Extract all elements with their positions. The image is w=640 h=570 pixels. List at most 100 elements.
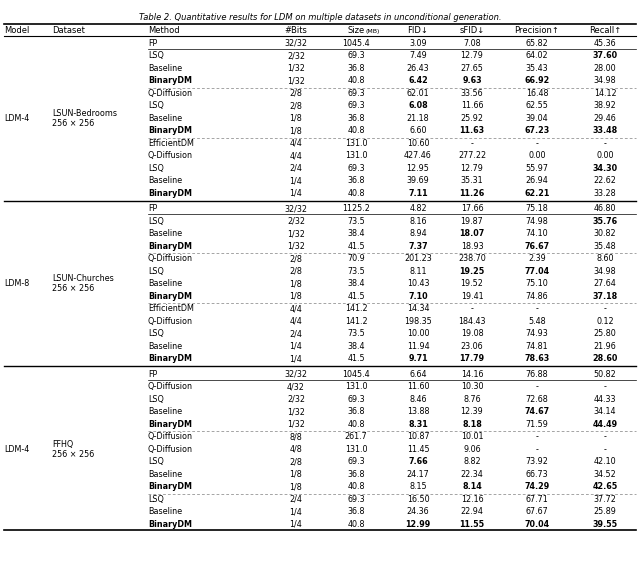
Text: -: - bbox=[604, 139, 607, 148]
Text: 12.99: 12.99 bbox=[405, 520, 431, 529]
Text: 69.3: 69.3 bbox=[347, 395, 365, 404]
Text: 34.98: 34.98 bbox=[594, 267, 616, 276]
Text: 16.48: 16.48 bbox=[525, 89, 548, 97]
Text: Q-Diffusion: Q-Diffusion bbox=[148, 254, 193, 263]
Text: 74.98: 74.98 bbox=[525, 217, 548, 226]
Text: 4/4: 4/4 bbox=[290, 151, 302, 160]
Text: -: - bbox=[536, 445, 538, 454]
Text: BinaryDM: BinaryDM bbox=[148, 292, 192, 301]
Text: Q-Diffusion: Q-Diffusion bbox=[148, 317, 193, 325]
Text: 2/8: 2/8 bbox=[289, 89, 303, 97]
Text: 44.49: 44.49 bbox=[593, 420, 618, 429]
Text: 7.10: 7.10 bbox=[408, 292, 428, 301]
Text: 74.67: 74.67 bbox=[524, 407, 550, 416]
Text: 2/8: 2/8 bbox=[289, 254, 303, 263]
Text: BinaryDM: BinaryDM bbox=[148, 520, 192, 529]
Text: 1125.2: 1125.2 bbox=[342, 204, 370, 213]
Text: 1/4: 1/4 bbox=[290, 189, 302, 198]
Text: 67.67: 67.67 bbox=[525, 507, 548, 516]
Text: 1045.4: 1045.4 bbox=[342, 370, 370, 378]
Text: -: - bbox=[470, 139, 474, 148]
Text: 22.94: 22.94 bbox=[461, 507, 483, 516]
Text: FID↓: FID↓ bbox=[408, 26, 428, 35]
Text: 8.16: 8.16 bbox=[409, 217, 427, 226]
Text: 1/8: 1/8 bbox=[290, 126, 302, 135]
Text: 74.29: 74.29 bbox=[524, 482, 550, 491]
Text: 10.30: 10.30 bbox=[461, 382, 483, 391]
Text: FP: FP bbox=[148, 39, 157, 48]
Text: 41.5: 41.5 bbox=[347, 292, 365, 301]
Text: Method: Method bbox=[148, 26, 180, 35]
Text: LDM-8: LDM-8 bbox=[4, 279, 29, 288]
Text: 19.87: 19.87 bbox=[461, 217, 483, 226]
Text: 8.46: 8.46 bbox=[409, 395, 427, 404]
Text: 75.18: 75.18 bbox=[525, 204, 548, 213]
Text: 69.3: 69.3 bbox=[347, 51, 365, 60]
Text: 23.06: 23.06 bbox=[461, 342, 483, 351]
Text: 42.10: 42.10 bbox=[594, 457, 616, 466]
Text: LDM-4: LDM-4 bbox=[4, 445, 29, 454]
Text: 67.71: 67.71 bbox=[525, 495, 548, 504]
Text: 10.60: 10.60 bbox=[407, 139, 429, 148]
Text: 17.79: 17.79 bbox=[460, 354, 484, 363]
Text: 24.17: 24.17 bbox=[406, 470, 429, 479]
Text: 13.88: 13.88 bbox=[407, 407, 429, 416]
Text: 69.3: 69.3 bbox=[347, 457, 365, 466]
Text: LSQ: LSQ bbox=[148, 395, 164, 404]
Text: 35.48: 35.48 bbox=[594, 242, 616, 251]
Text: 74.10: 74.10 bbox=[525, 229, 548, 238]
Text: 1/8: 1/8 bbox=[290, 114, 302, 123]
Text: 39.55: 39.55 bbox=[593, 520, 618, 529]
Text: Q-Diffusion: Q-Diffusion bbox=[148, 89, 193, 97]
Text: 35.76: 35.76 bbox=[593, 217, 618, 226]
Text: Size: Size bbox=[348, 26, 365, 35]
Text: 1/4: 1/4 bbox=[290, 507, 302, 516]
Text: 11.45: 11.45 bbox=[406, 445, 429, 454]
Text: 9.06: 9.06 bbox=[463, 445, 481, 454]
Text: 1/4: 1/4 bbox=[290, 176, 302, 185]
Text: 42.65: 42.65 bbox=[593, 482, 618, 491]
Text: 7.11: 7.11 bbox=[408, 189, 428, 198]
Text: 1/8: 1/8 bbox=[290, 482, 302, 491]
Text: 8.18: 8.18 bbox=[462, 420, 482, 429]
Text: 4/4: 4/4 bbox=[290, 317, 302, 325]
Text: 45.36: 45.36 bbox=[594, 39, 616, 48]
Text: 74.86: 74.86 bbox=[525, 292, 548, 301]
Text: 67.23: 67.23 bbox=[524, 126, 550, 135]
Text: LSQ: LSQ bbox=[148, 164, 164, 173]
Text: 74.93: 74.93 bbox=[525, 329, 548, 338]
Text: 40.8: 40.8 bbox=[348, 420, 365, 429]
Text: 1/32: 1/32 bbox=[287, 64, 305, 73]
Text: -: - bbox=[536, 304, 538, 314]
Text: 78.63: 78.63 bbox=[524, 354, 550, 363]
Text: Baseline: Baseline bbox=[148, 64, 182, 73]
Text: BinaryDM: BinaryDM bbox=[148, 126, 192, 135]
Text: LSQ: LSQ bbox=[148, 51, 164, 60]
Text: -: - bbox=[536, 139, 538, 148]
Text: 40.8: 40.8 bbox=[348, 482, 365, 491]
Text: 3.09: 3.09 bbox=[409, 39, 427, 48]
Text: 37.18: 37.18 bbox=[593, 292, 618, 301]
Text: 28.00: 28.00 bbox=[594, 64, 616, 73]
Text: 11.26: 11.26 bbox=[460, 189, 484, 198]
Text: 75.10: 75.10 bbox=[525, 279, 548, 288]
Text: 73.5: 73.5 bbox=[347, 217, 365, 226]
Text: Baseline: Baseline bbox=[148, 279, 182, 288]
Text: 40.8: 40.8 bbox=[348, 520, 365, 529]
Text: 427.46: 427.46 bbox=[404, 151, 432, 160]
Text: 25.89: 25.89 bbox=[593, 507, 616, 516]
Text: LSQ: LSQ bbox=[148, 217, 164, 226]
Text: 1/8: 1/8 bbox=[290, 279, 302, 288]
Text: Q-Diffusion: Q-Diffusion bbox=[148, 382, 193, 391]
Text: 2/4: 2/4 bbox=[289, 329, 303, 338]
Text: 1/32: 1/32 bbox=[287, 229, 305, 238]
Text: Model: Model bbox=[4, 26, 29, 35]
Text: EfficientDM: EfficientDM bbox=[148, 139, 194, 148]
Text: 141.2: 141.2 bbox=[345, 317, 367, 325]
Text: 35.43: 35.43 bbox=[525, 64, 548, 73]
Text: 62.21: 62.21 bbox=[524, 189, 550, 198]
Text: 44.33: 44.33 bbox=[594, 395, 616, 404]
Text: LSQ: LSQ bbox=[148, 267, 164, 276]
Text: 0.00: 0.00 bbox=[596, 151, 614, 160]
Text: BinaryDM: BinaryDM bbox=[148, 354, 192, 363]
